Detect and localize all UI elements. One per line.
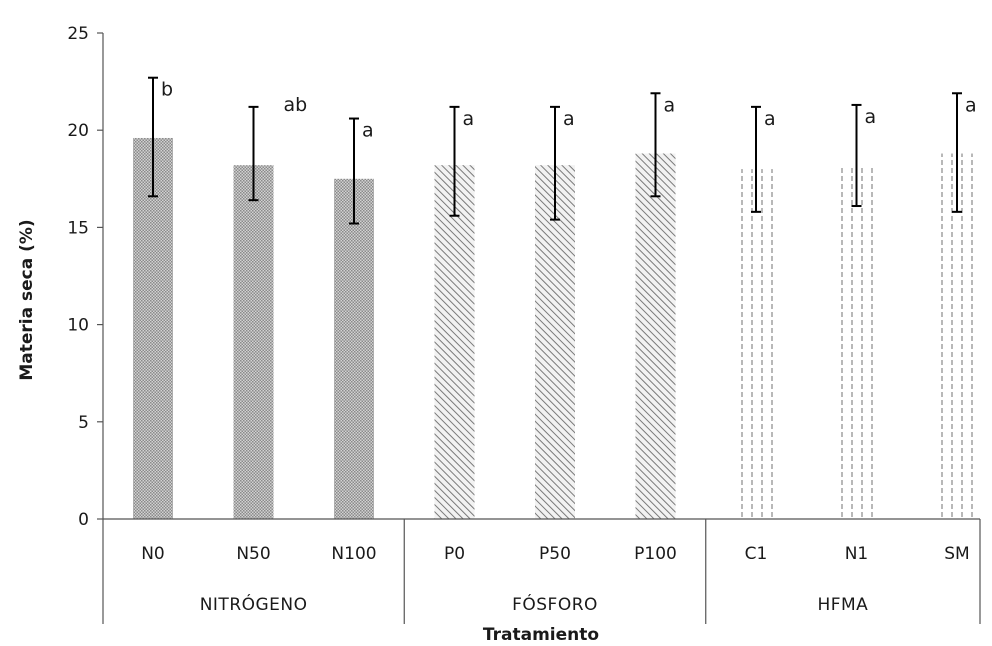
y-axis-title: Materia seca (%) <box>17 219 37 380</box>
bar-n1 <box>836 165 877 519</box>
x-tick-label: P100 <box>634 544 677 564</box>
significance-labels-layer: b ab a a a a a a a <box>161 79 977 142</box>
significance-label: a <box>362 120 374 142</box>
bar-p0 <box>434 165 475 519</box>
bar-p50 <box>535 165 575 519</box>
x-group-label: NITRÓGENO <box>200 593 308 615</box>
significance-label: a <box>965 94 977 116</box>
significance-label: a <box>764 108 776 130</box>
y-axis: 0 5 10 15 20 25 <box>67 24 104 530</box>
bar-sm <box>937 153 977 519</box>
y-tick-label: 10 <box>67 316 89 336</box>
significance-label: a <box>463 108 475 130</box>
x-group-label: FÓSFORO <box>512 593 598 615</box>
significance-label: a <box>664 94 676 116</box>
y-tick-label: 5 <box>78 413 89 433</box>
x-tick-label: P50 <box>539 544 571 564</box>
y-tick-label: 20 <box>67 121 89 141</box>
bar-n100 <box>334 178 374 520</box>
bar-c1 <box>736 169 776 519</box>
bars-layer <box>133 137 977 520</box>
y-tick-label: 0 <box>78 510 89 530</box>
x-axis-title: Tratamiento <box>483 625 599 645</box>
x-tick-label: P0 <box>444 544 465 564</box>
x-tick-label: N100 <box>331 544 376 564</box>
x-tick-label: N0 <box>141 544 165 564</box>
error-bars-layer <box>148 76 962 225</box>
x-axis: N0 N50 N100 P0 P50 P100 C1 N1 SM NITRÓGENO FÓSFORO… <box>102 518 981 624</box>
significance-label: b <box>161 79 173 101</box>
x-tick-label: N1 <box>845 544 869 564</box>
x-tick-label: C1 <box>745 544 768 564</box>
x-tick-label: N50 <box>236 544 270 564</box>
significance-label: a <box>865 106 877 128</box>
bar-p100 <box>635 153 676 519</box>
x-tick-label: SM <box>944 544 969 564</box>
y-tick-label: 15 <box>67 218 89 238</box>
x-group-label: HFMA <box>817 595 868 615</box>
bar-n50 <box>233 165 274 519</box>
y-tick-label: 25 <box>67 24 89 44</box>
bar-n0 <box>133 137 173 519</box>
significance-label: ab <box>284 94 308 116</box>
significance-label: a <box>563 108 575 130</box>
